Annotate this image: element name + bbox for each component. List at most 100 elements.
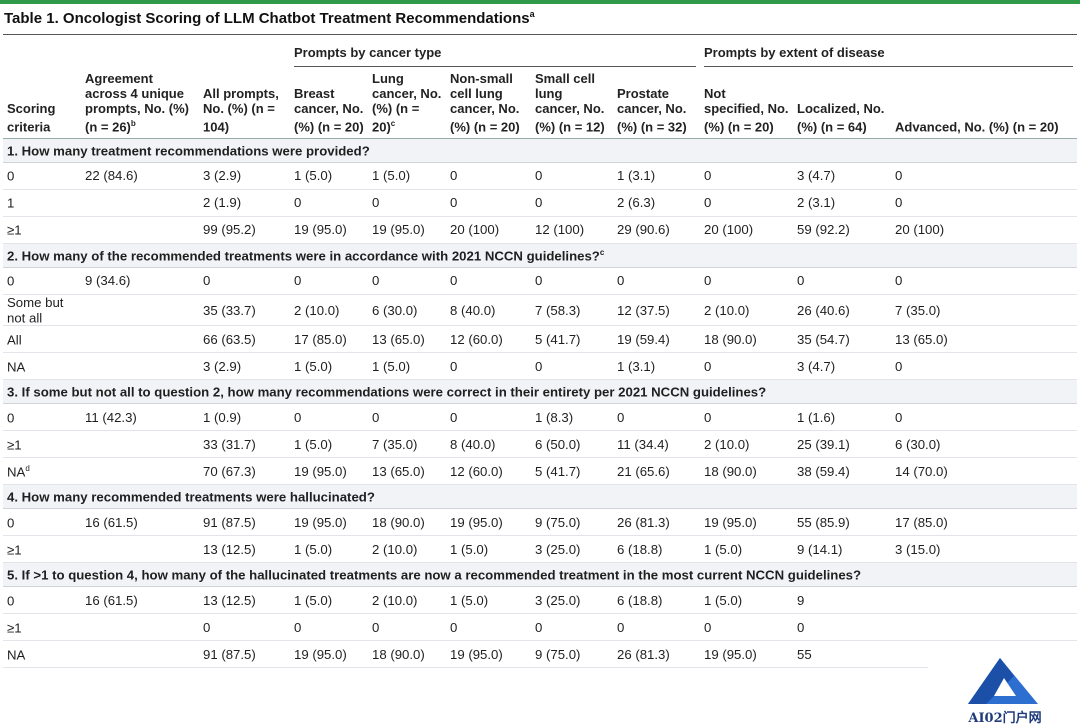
table-cell: 2 (6.3) [613,189,700,217]
table-row: NAd 70 (67.3) 19 (95.0) 13 (65.0) 12 (60.0) 5… [3,457,1077,486]
table-cell: 0 [531,162,613,190]
table-cell: 18 (90.0) [368,508,446,537]
table-cell: 0 [290,267,368,295]
row-label: 0 [3,267,81,295]
table-cell: 16 (61.5) [81,508,199,537]
table-cell: 0 [613,613,700,642]
table-cell: 2 (3.1) [793,189,891,217]
table-cell: 55 (85.9) [793,508,891,537]
table-cell [81,294,199,327]
table-cell: 59 (92.2) [793,216,891,244]
table-row: ≥1 0 0 0 0 0 0 0 0 [3,613,1077,642]
table-row: 0 16 (61.5) 13 (12.5) 1 (5.0) 2 (10.0) 1 (5.0… [3,586,1077,615]
table-cell: 21 (65.6) [613,457,700,486]
table-cell: 66 (63.5) [199,325,290,354]
column-header: Scoring criteria [7,100,56,134]
table-cell: 3 (25.0) [531,586,613,615]
row-label: ≥1 [3,216,81,244]
table-cell: 19 (59.4) [613,325,700,354]
question-text: 3. If some but not all to question 2, ho… [3,379,1077,405]
table-cell: 0 [446,189,531,217]
table-cell: 38 (59.4) [793,457,891,486]
table-cell: 13 (12.5) [199,586,290,615]
table-cell: 1 (3.1) [613,162,700,190]
table-cell: 3 (2.9) [199,352,290,381]
watermark-logo: AI02门户网 [928,654,1080,728]
table-cell: 6 (50.0) [531,430,613,459]
table-cell: 0 [700,403,793,432]
table-cell: 17 (85.0) [290,325,368,354]
table-cell: 12 (37.5) [613,294,700,327]
question-row: 5. If >1 to question 4, how many of the … [3,562,1077,588]
question-text: 2. How many of the recommended treatment… [3,242,1077,268]
table-cell: 0 [891,352,1077,381]
question-row: 1. How many treatment recommendations we… [3,137,1077,163]
table-cell: 0 [613,403,700,432]
table-cell: 1 (5.0) [290,586,368,615]
table-cell: 1 (5.0) [368,162,446,190]
table-cell: 35 (33.7) [199,294,290,327]
table-cell: 8 (40.0) [446,294,531,327]
table-row: ≥1 99 (95.2) 19 (95.0) 19 (95.0) 20 (100) 12 … [3,216,1077,244]
watermark-text: AI02门户网 [968,711,1042,726]
table-cell [81,352,199,381]
logo-triangle-icon [968,658,1038,704]
row-label: NA [3,352,81,381]
table-cell: 0 [700,189,793,217]
table-cell: 3 (15.0) [891,535,1077,564]
table-cell: 20 (100) [446,216,531,244]
table-cell: 0 [891,267,1077,295]
table-cell: 19 (95.0) [700,640,793,669]
table-cell: 19 (95.0) [446,508,531,537]
table-cell: 20 (100) [700,216,793,244]
table-cell: 9 (75.0) [531,508,613,537]
table-cell: 25 (39.1) [793,430,891,459]
table-cell: 1 (1.6) [793,403,891,432]
table-cell: 16 (61.5) [81,586,199,615]
column-header: Agreement across 4 unique prompts, No. (… [85,70,189,134]
table-cell: 70 (67.3) [199,457,290,486]
column-header: Prostate cancer, No. (%) (n = 32) [617,85,687,134]
table-cell: 19 (95.0) [290,216,368,244]
table-cell: 0 [891,189,1077,217]
table-cell: 1 (5.0) [290,352,368,381]
table-row: All 66 (63.5) 17 (85.0) 13 (65.0) 12 (60.0) 5… [3,325,1077,354]
table-cell: 0 [793,613,891,642]
table-cell: 13 (65.0) [368,325,446,354]
table-cell [81,640,199,669]
question-row: 4. How many recommended treatments were … [3,484,1077,510]
table-cell: 13 (65.0) [891,325,1077,354]
table-cell: 6 (30.0) [891,430,1077,459]
table-cell [81,189,199,217]
column-header: Non-small cell lung cancer, No. (%) (n =… [450,70,520,134]
row-label: 0 [3,586,81,615]
table-row: 0 11 (42.3) 1 (0.9) 0 0 0 1 (8.3) 0 0 1 (1.6) 0 [3,403,1077,432]
table-row: ≥1 13 (12.5) 1 (5.0) 2 (10.0) 1 (5.0) 3 (25.0… [3,535,1077,564]
table-cell: 0 [700,352,793,381]
table-cell: 91 (87.5) [199,508,290,537]
question-row: 3. If some but not all to question 2, ho… [3,379,1077,405]
table-cell: 11 (42.3) [81,403,199,432]
table-row: NA 91 (87.5) 19 (95.0) 18 (90.0) 19 (95.0) 9 … [3,640,1077,669]
table-cell [81,216,199,244]
table-cell: 5 (41.7) [531,325,613,354]
table-cell: 0 [531,613,613,642]
table-cell: 99 (95.2) [199,216,290,244]
table-cell: 6 (18.8) [613,535,700,564]
table-cell: 1 (5.0) [700,535,793,564]
table-cell: 33 (31.7) [199,430,290,459]
column-header: Lung cancer, No. (%) (n = 20)c [372,70,442,134]
table-cell: 0 [368,613,446,642]
table-cell: 22 (84.6) [81,162,199,190]
table-cell: 9 [793,586,891,615]
table-cell: 0 [199,613,290,642]
table-cell: 1 (5.0) [700,586,793,615]
table-cell: 0 [891,162,1077,190]
question-text: 5. If >1 to question 4, how many of the … [3,562,1077,588]
row-label: 0 [3,162,81,190]
table-cell: 1 (5.0) [290,162,368,190]
row-label: NA [3,640,81,669]
top-accent-bar [0,0,1080,4]
table-cell: 0 [446,267,531,295]
